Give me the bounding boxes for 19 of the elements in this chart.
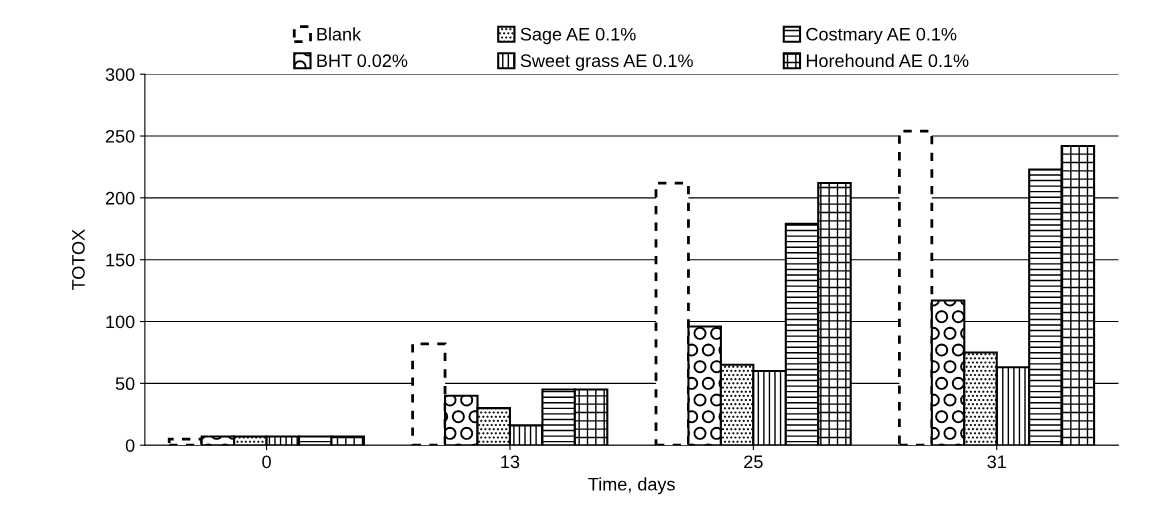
y-tick-label: 0: [125, 439, 135, 452]
legend-label: Sweet grass AE 0.1%: [520, 54, 693, 71]
y-tick-label: 250: [105, 129, 135, 143]
legend-label: Sage AE 0.1%: [520, 27, 636, 45]
y-tick-label: 100: [106, 315, 135, 329]
legend-label: Costmary AE 0.1%: [806, 27, 957, 45]
x-axis-title: Time, days: [588, 477, 675, 495]
x-tick-label: 31: [987, 455, 1006, 469]
legend-label: Horehound AE 0.1%: [806, 53, 969, 68]
y-tick-label: 50: [115, 377, 135, 391]
y-tick-label: 200: [105, 191, 135, 205]
y-tick-label: 150: [106, 253, 135, 267]
legend-label: BHT 0.02%: [317, 54, 408, 68]
legend-label: Blank: [317, 27, 362, 41]
x-tick-label: 0: [262, 455, 271, 469]
x-tick-label: 13: [501, 455, 520, 469]
y-axis-title: TOTOX: [72, 229, 85, 291]
x-tick-label: 25: [744, 455, 763, 469]
y-tick-label: 300: [105, 68, 135, 81]
